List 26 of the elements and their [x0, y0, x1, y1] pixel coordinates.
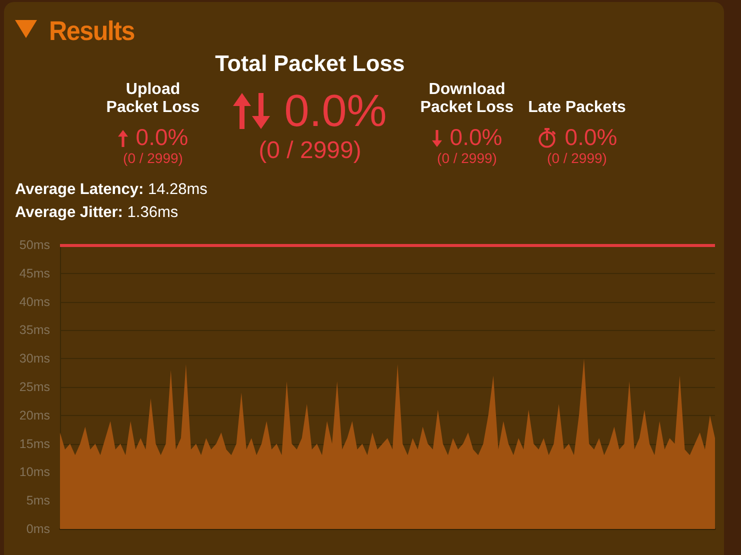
text: Download Packet Loss [419, 81, 515, 117]
y-tick-label: 0ms [26, 522, 50, 536]
y-tick-label: 50ms [19, 238, 50, 252]
text: (0 / 2999) [546, 150, 608, 166]
text: (0 / 2999) [258, 137, 362, 164]
y-tick-label: 15ms [19, 436, 50, 451]
text: 0.0% [136, 124, 188, 150]
text: Upload Packet Loss [105, 81, 201, 117]
text: 0.0% [284, 85, 387, 136]
text: Total Packet Loss [214, 51, 406, 77]
text: Late Packets [527, 99, 627, 117]
y-tick-label: 40ms [19, 294, 50, 309]
text: Results [49, 16, 134, 46]
text: Average Latency: 14.28ms [15, 181, 208, 198]
y-tick-label: 45ms [19, 266, 50, 280]
text: Average Jitter: 1.36ms [15, 204, 178, 221]
text: (0 / 2999) [436, 150, 498, 166]
text: 0.0% [564, 124, 618, 150]
y-tick-label: 5ms [26, 494, 50, 508]
y-tick-label: 20ms [19, 408, 50, 422]
text: 0.0% [450, 124, 502, 150]
y-tick-label: 30ms [19, 352, 50, 366]
y-tick-label: 35ms [19, 323, 50, 338]
text: (0 / 2999) [122, 150, 184, 166]
y-tick-label: 25ms [19, 380, 50, 394]
y-tick-label: 10ms [19, 465, 50, 480]
